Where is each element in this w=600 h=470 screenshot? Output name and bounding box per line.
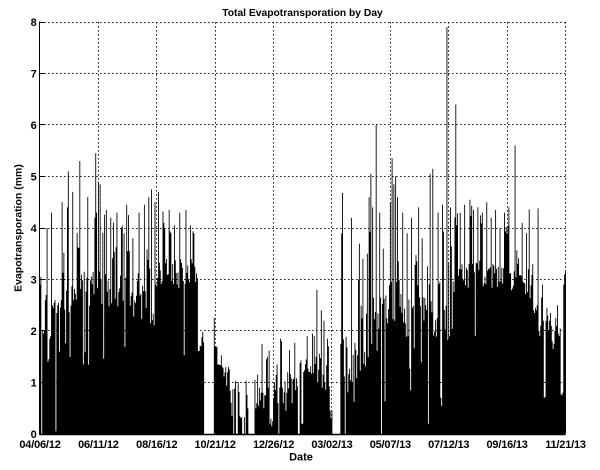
svg-text:04/06/12: 04/06/12 (19, 439, 60, 451)
svg-text:6: 6 (31, 120, 37, 132)
svg-text:09/16/13: 09/16/13 (487, 439, 528, 451)
svg-text:7: 7 (31, 69, 37, 81)
svg-text:06/11/12: 06/11/12 (78, 439, 119, 451)
svg-text:1: 1 (31, 378, 37, 390)
svg-text:08/16/12: 08/16/12 (136, 439, 177, 451)
svg-text:3: 3 (31, 275, 37, 287)
svg-text:Evapotransporation (mm): Evapotransporation (mm) (13, 164, 25, 292)
svg-text:12/26/12: 12/26/12 (253, 439, 294, 451)
svg-text:4: 4 (31, 223, 38, 235)
svg-text:11/21/13: 11/21/13 (545, 439, 586, 451)
svg-text:05/07/13: 05/07/13 (370, 439, 411, 451)
svg-text:07/12/13: 07/12/13 (428, 439, 469, 451)
svg-text:5: 5 (31, 172, 37, 184)
svg-text:Date: Date (289, 452, 313, 464)
svg-text:Total Evapotransporation by Da: Total Evapotransporation by Day (222, 8, 383, 19)
svg-text:0: 0 (31, 429, 37, 441)
svg-text:8: 8 (31, 17, 37, 29)
svg-text:2: 2 (31, 326, 37, 338)
svg-text:03/02/13: 03/02/13 (311, 439, 352, 451)
svg-text:10/21/12: 10/21/12 (195, 439, 236, 451)
